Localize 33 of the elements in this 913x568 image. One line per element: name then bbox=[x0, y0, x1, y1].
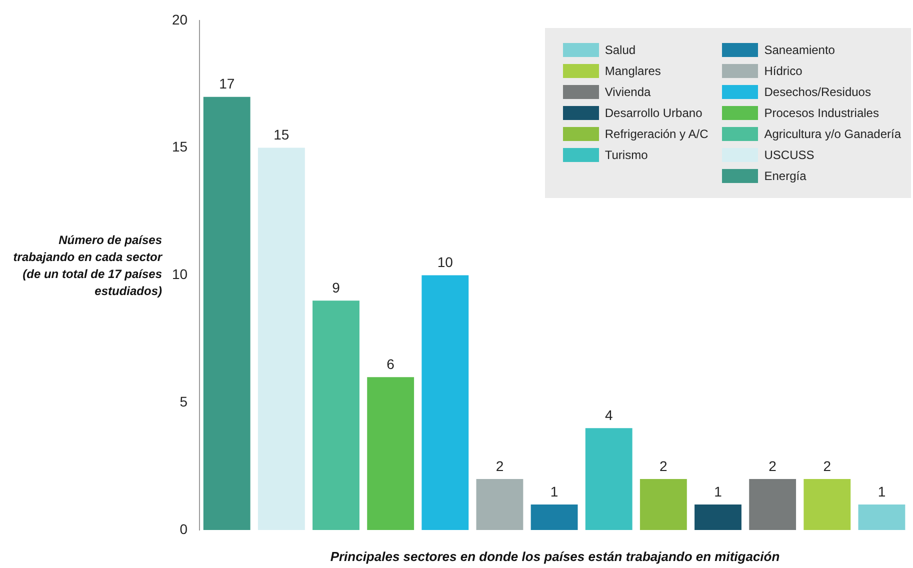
data-label: 1 bbox=[878, 483, 886, 500]
data-label: 2 bbox=[496, 458, 504, 474]
data-label: 1 bbox=[714, 483, 722, 500]
data-label: 10 bbox=[437, 254, 454, 270]
legend-label: Salud bbox=[604, 43, 636, 57]
data-label: 9 bbox=[332, 280, 340, 296]
y-tick-label: 15 bbox=[172, 138, 188, 155]
data-label: 2 bbox=[768, 458, 777, 474]
legend-label: Saneamiento bbox=[764, 43, 835, 57]
legend-label: Procesos Industriales bbox=[764, 106, 879, 120]
y-tick-label: 20 bbox=[172, 11, 188, 28]
y-tick-label: 0 bbox=[180, 520, 188, 537]
data-label: 2 bbox=[823, 458, 832, 474]
data-label: 1 bbox=[550, 483, 558, 500]
legend-label: Agricultura y/o Ganadería bbox=[764, 127, 901, 141]
legend-label: USCUSS bbox=[764, 148, 814, 162]
x-axis-title: Principales sectores en donde los países están trabajando en mitigación bbox=[329, 549, 781, 564]
legend-label: Refrigeración y A/C bbox=[604, 127, 708, 141]
y-tick-label: 10 bbox=[172, 266, 188, 282]
data-label: 17 bbox=[219, 76, 235, 92]
data-label: 15 bbox=[274, 126, 290, 143]
data-label: 2 bbox=[660, 458, 668, 474]
legend-label: Turismo bbox=[604, 148, 648, 162]
y-tick-label: 5 bbox=[180, 393, 188, 410]
legend-label: Vivienda bbox=[604, 85, 651, 99]
y-axis-title: Número de países trabajando en cada sector (de un total de 17 países estudiados) bbox=[12, 232, 162, 300]
legend-label: Desarrollo Urbano bbox=[604, 106, 702, 120]
data-label: 6 bbox=[386, 356, 395, 372]
legend-label: Desechos/Residuos bbox=[764, 85, 871, 99]
data-label: 4 bbox=[604, 406, 613, 423]
legend-label: Energía bbox=[764, 169, 806, 183]
legend-label: Hídrico bbox=[764, 64, 802, 78]
legend-label: Manglares bbox=[604, 64, 661, 78]
